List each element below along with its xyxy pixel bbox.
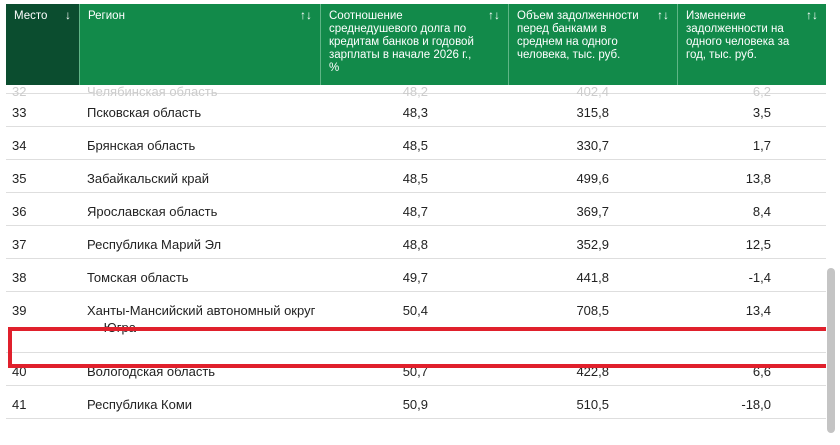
rating-table: Место ↓ Регион ↑↓ Соотношение среднедушевого… bbox=[6, 4, 826, 440]
cell-debt: 510,5 bbox=[576, 397, 609, 412]
cell-change: -18,0 bbox=[741, 397, 771, 412]
cell-debt: 708,5 bbox=[576, 303, 609, 318]
table-row: 33 Псковская область 48,3 315,8 3,5 bbox=[6, 94, 826, 127]
cell-change: 6,2 bbox=[752, 85, 771, 99]
cell-change: 6,6 bbox=[752, 364, 771, 379]
cell-region: Ярославская область bbox=[87, 204, 218, 219]
cell-place: 34 bbox=[12, 138, 27, 153]
cell-ratio: 48,5 bbox=[402, 138, 428, 153]
cell-change: 3,5 bbox=[752, 105, 771, 120]
sort-icon[interactable]: ↑↓ bbox=[806, 8, 818, 22]
cell-region: Забайкальский край bbox=[87, 171, 210, 186]
cell-debt: 422,8 bbox=[576, 364, 609, 379]
cell-region: Брянская область bbox=[87, 138, 196, 153]
column-label: Регион bbox=[88, 10, 125, 22]
cell-change: 8,4 bbox=[752, 204, 771, 219]
cell-ratio: 50,4 bbox=[402, 303, 428, 318]
cell-place: 40 bbox=[12, 364, 27, 379]
table-body[interactable]: 32 Челябинская область 48,2 402,4 6,2 33 Псков… bbox=[6, 85, 826, 440]
sort-icon[interactable]: ↑↓ bbox=[488, 8, 500, 22]
cell-debt: 369,7 bbox=[576, 204, 609, 219]
table-row: 39 Ханты-Мансийский автономный округ — Юг… bbox=[6, 292, 826, 353]
cell-ratio: 50,7 bbox=[402, 364, 428, 379]
cell-ratio: 48,7 bbox=[402, 204, 428, 219]
cell-place: 41 bbox=[12, 397, 27, 412]
cell-ratio: 49,7 bbox=[402, 270, 428, 285]
cell-debt: 441,8 bbox=[576, 270, 609, 285]
table-row: 35 Забайкальский край 48,5 499,6 13,8 bbox=[6, 160, 826, 193]
cell-ratio: 48,2 bbox=[402, 85, 428, 99]
cell-region: Ханты-Мансийский автономный округ — Югра bbox=[87, 303, 316, 335]
column-header-debt[interactable]: Объем задолженности перед банками в сред… bbox=[508, 4, 677, 85]
column-header-region[interactable]: Регион ↑↓ bbox=[79, 4, 320, 85]
cell-debt: 402,4 bbox=[576, 85, 609, 99]
table-row: 36 Ярославская область 48,7 369,7 8,4 bbox=[6, 193, 826, 226]
cell-change: -1,4 bbox=[748, 270, 771, 285]
column-label: Место bbox=[14, 10, 48, 22]
cell-region: Республика Коми bbox=[87, 397, 193, 412]
column-header-ratio[interactable]: Соотношение среднедушевого долга по кред… bbox=[320, 4, 508, 85]
cell-ratio: 48,3 bbox=[402, 105, 428, 120]
cell-region: Псковская область bbox=[87, 105, 202, 120]
cell-change: 13,8 bbox=[745, 171, 771, 186]
scrollbar[interactable] bbox=[827, 268, 835, 433]
cell-ratio: 50,9 bbox=[402, 397, 428, 412]
cell-place: 39 bbox=[12, 303, 27, 318]
cell-place: 32 bbox=[12, 85, 27, 99]
table-row: 40 Вологодская область 50,7 422,8 6,6 bbox=[6, 353, 826, 386]
table-header: Место ↓ Регион ↑↓ Соотношение среднедушевого… bbox=[6, 4, 826, 85]
cell-place: 35 bbox=[12, 171, 27, 186]
cell-region: Вологодская область bbox=[87, 364, 216, 379]
table-row: 32 Челябинская область 48,2 402,4 6,2 bbox=[6, 85, 826, 99]
cell-place: 38 bbox=[12, 270, 27, 285]
cell-region: Томская область bbox=[87, 270, 189, 285]
table-row: 41 Республика Коми 50,9 510,5 -18,0 bbox=[6, 386, 826, 419]
cell-debt: 315,8 bbox=[576, 105, 609, 120]
table-row: 38 Томская область 49,7 441,8 -1,4 bbox=[6, 259, 826, 292]
column-header-place[interactable]: Место ↓ bbox=[6, 4, 79, 85]
cell-debt: 352,9 bbox=[576, 237, 609, 252]
sort-icon[interactable]: ↑↓ bbox=[657, 8, 669, 22]
column-label: Изменение задолженности на одного челове… bbox=[686, 10, 790, 61]
cell-ratio: 48,5 bbox=[402, 171, 428, 186]
column-header-change[interactable]: Изменение задолженности на одного челове… bbox=[677, 4, 826, 85]
cell-region: Челябинская область bbox=[87, 85, 218, 99]
cell-change: 12,5 bbox=[745, 237, 771, 252]
table-row: 34 Брянская область 48,5 330,7 1,7 bbox=[6, 127, 826, 160]
cell-change: 13,4 bbox=[745, 303, 771, 318]
cell-ratio: 48,8 bbox=[402, 237, 428, 252]
sort-icon[interactable]: ↑↓ bbox=[300, 8, 312, 22]
cell-region: Республика Марий Эл bbox=[87, 237, 222, 252]
column-label: Объем задолженности перед банками в сред… bbox=[517, 10, 639, 61]
cell-place: 33 bbox=[12, 105, 27, 120]
table-row: 37 Республика Марий Эл 48,8 352,9 12,5 bbox=[6, 226, 826, 259]
cell-debt: 330,7 bbox=[576, 138, 609, 153]
cell-place: 36 bbox=[12, 204, 27, 219]
cell-debt: 499,6 bbox=[576, 171, 609, 186]
arrow-down-icon[interactable]: ↓ bbox=[65, 8, 71, 22]
cell-change: 1,7 bbox=[752, 138, 771, 153]
cell-place: 37 bbox=[12, 237, 27, 252]
column-label: Соотношение среднедушевого долга по кред… bbox=[329, 10, 474, 74]
